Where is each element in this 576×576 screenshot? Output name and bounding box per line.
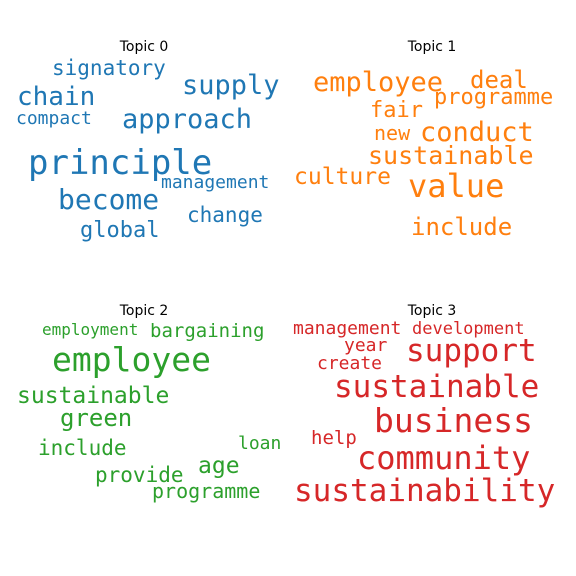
word-sustainable: sustainable	[334, 369, 540, 405]
word-year: year	[344, 335, 388, 356]
word-employment: employment	[42, 320, 139, 339]
word-help: help	[311, 427, 357, 449]
word-change: change	[187, 203, 263, 227]
word-sustainability: sustainability	[294, 473, 556, 509]
word-new: new	[374, 121, 411, 145]
word-cloud-topic-3: Topic 3 management development year supp…	[288, 288, 576, 576]
panel-title: Topic 1	[407, 39, 457, 55]
panel-title: Topic 3	[407, 303, 457, 319]
word-employee: employee	[52, 340, 211, 379]
word-supply: supply	[182, 70, 280, 101]
word-global: global	[80, 218, 160, 243]
word-provide: provide	[95, 463, 184, 487]
word-chain: chain	[17, 82, 96, 112]
word-business: business	[374, 401, 533, 440]
word-age: age	[198, 453, 240, 479]
word-include: include	[38, 436, 127, 460]
word-value: value	[408, 167, 505, 205]
panel-title: Topic 2	[119, 303, 169, 319]
word-sustainable: sustainable	[17, 383, 170, 409]
word-sustainable: sustainable	[368, 141, 534, 170]
word-conduct: conduct	[420, 117, 534, 148]
word-programme: programme	[434, 85, 554, 110]
word-bargaining: bargaining	[150, 320, 265, 342]
word-cloud-topic-0: Topic 0 signatory supply chain approach …	[0, 0, 288, 288]
word-support: support	[406, 333, 537, 369]
word-employee: employee	[313, 67, 444, 98]
word-cloud-topic-1: Topic 1 employee deal programme fair new…	[288, 0, 576, 288]
word-principle: principle	[28, 143, 213, 183]
word-management: management	[293, 318, 402, 339]
word-management: management	[161, 172, 270, 193]
word-cloud-topic-2: Topic 2 employment bargaining employee s…	[0, 288, 288, 576]
word-signatory: signatory	[52, 56, 166, 80]
word-culture: culture	[294, 164, 391, 190]
word-create: create	[317, 353, 383, 374]
word-fair: fair	[370, 98, 423, 123]
word-loan: loan	[238, 433, 282, 454]
word-deal: deal	[470, 66, 528, 94]
word-programme: programme	[152, 479, 261, 503]
panel-title: Topic 0	[119, 39, 169, 55]
word-development: development	[412, 319, 525, 339]
word-compact: compact	[16, 108, 92, 129]
word-community: community	[357, 439, 531, 477]
word-become: become	[58, 183, 160, 216]
word-include: include	[411, 213, 513, 241]
word-green: green	[60, 404, 133, 432]
word-approach: approach	[122, 104, 253, 135]
